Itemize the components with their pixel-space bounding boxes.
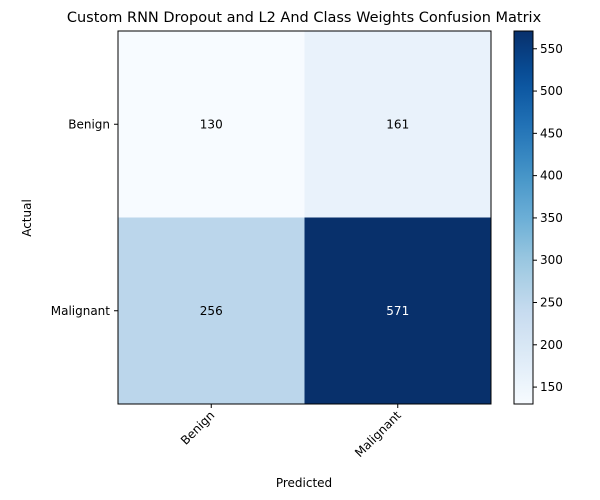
cell-value-label: 256 bbox=[200, 304, 223, 318]
colorbar-tick-label: 250 bbox=[540, 296, 563, 310]
colorbar-tick-label: 350 bbox=[540, 211, 563, 225]
colorbar-tick-label: 500 bbox=[540, 84, 563, 98]
colorbar bbox=[513, 30, 534, 405]
y-axis-ticks: Benign Malignant bbox=[51, 117, 118, 318]
heatmap-cell bbox=[118, 217, 305, 404]
heatmap-frame bbox=[117, 30, 492, 405]
y-axis-label: Actual bbox=[20, 199, 34, 237]
y-tick-label: Benign bbox=[68, 117, 110, 131]
heatmap-cell bbox=[304, 31, 491, 218]
colorbar-tick-label: 300 bbox=[540, 253, 563, 267]
heatmap-cells bbox=[118, 31, 491, 404]
colorbar-tick-label: 450 bbox=[540, 126, 563, 140]
colorbar-ticks: 150 200 250 300 350 400 450 500 550 bbox=[533, 42, 563, 394]
colorbar-tick-label: 200 bbox=[540, 338, 563, 352]
cell-value-label: 571 bbox=[386, 304, 409, 318]
x-axis-ticks: Benign Malignant bbox=[178, 404, 404, 460]
chart-title: Custom RNN Dropout and L2 And Class Weig… bbox=[67, 10, 542, 26]
colorbar-tick-label: 550 bbox=[540, 42, 563, 56]
heatmap-cell bbox=[118, 31, 305, 218]
colorbar-tick-label: 150 bbox=[540, 380, 563, 394]
cell-value-label: 161 bbox=[386, 117, 409, 131]
cell-value-label: 130 bbox=[200, 117, 223, 131]
heatmap-cell-labels: 130 161 256 571 bbox=[200, 117, 409, 318]
x-axis-label: Predicted bbox=[276, 476, 332, 490]
y-tick-label: Malignant bbox=[51, 304, 111, 318]
colorbar-tick-label: 400 bbox=[540, 169, 563, 183]
x-tick-label: Benign bbox=[178, 408, 217, 447]
heatmap-cell bbox=[304, 217, 491, 404]
x-tick-label: Malignant bbox=[352, 408, 404, 460]
